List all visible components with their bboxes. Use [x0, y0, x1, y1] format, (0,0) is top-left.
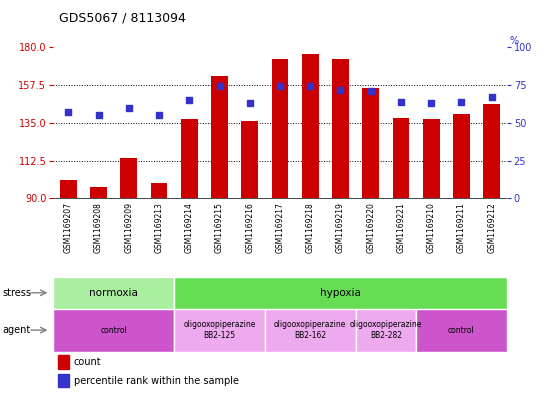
Text: hypoxia: hypoxia [320, 288, 361, 298]
Text: oligooxopiperazine
BB2-125: oligooxopiperazine BB2-125 [183, 320, 256, 340]
Point [155, 112, 164, 118]
Point [245, 100, 254, 106]
Text: GSM1169218: GSM1169218 [306, 202, 315, 253]
Bar [453, 114, 470, 198]
Text: GSM1169217: GSM1169217 [276, 202, 284, 253]
Text: agent: agent [3, 325, 31, 335]
Bar [332, 59, 349, 198]
Bar [60, 180, 77, 198]
Text: count: count [73, 357, 101, 367]
Point [487, 94, 496, 100]
Bar [393, 118, 409, 198]
Text: control: control [100, 326, 127, 334]
Point [124, 105, 133, 111]
Text: oligooxopiperazine
BB2-282: oligooxopiperazine BB2-282 [349, 320, 422, 340]
Text: stress: stress [3, 288, 32, 298]
Bar [423, 119, 440, 198]
Text: GSM1169210: GSM1169210 [427, 202, 436, 253]
Text: %: % [509, 36, 518, 46]
Text: GSM1169220: GSM1169220 [366, 202, 375, 253]
Text: normoxia: normoxia [89, 288, 138, 298]
Text: GSM1169213: GSM1169213 [155, 202, 164, 253]
Text: GSM1169214: GSM1169214 [185, 202, 194, 253]
Bar [151, 183, 167, 198]
Bar [53, 309, 174, 352]
Bar [211, 76, 228, 198]
Bar [120, 158, 137, 198]
Point [215, 83, 224, 90]
Bar [483, 104, 500, 198]
Bar [416, 309, 507, 352]
Text: GSM1169208: GSM1169208 [94, 202, 103, 253]
Point [427, 100, 436, 106]
Text: control: control [448, 326, 475, 334]
Text: GSM1169212: GSM1169212 [487, 202, 496, 253]
Bar [362, 88, 379, 198]
Bar [181, 119, 198, 198]
Text: GSM1169219: GSM1169219 [336, 202, 345, 253]
Point [306, 83, 315, 90]
Text: GSM1169211: GSM1169211 [457, 202, 466, 253]
Point [185, 97, 194, 103]
Bar [241, 121, 258, 198]
Text: percentile rank within the sample: percentile rank within the sample [73, 376, 239, 386]
Bar [356, 309, 416, 352]
Point [366, 88, 375, 94]
Bar [174, 277, 507, 309]
Bar [53, 277, 174, 309]
Text: GSM1169209: GSM1169209 [124, 202, 133, 253]
Bar [302, 54, 319, 198]
Text: GDS5067 / 8113094: GDS5067 / 8113094 [59, 12, 186, 25]
Point [94, 112, 103, 118]
Text: oligooxopiperazine
BB2-162: oligooxopiperazine BB2-162 [274, 320, 347, 340]
Point [336, 86, 345, 93]
Text: GSM1169215: GSM1169215 [215, 202, 224, 253]
Text: GSM1169207: GSM1169207 [64, 202, 73, 253]
Bar [272, 59, 288, 198]
Bar [90, 187, 107, 198]
Point [396, 99, 405, 105]
Bar [265, 309, 356, 352]
Point [276, 83, 284, 90]
Text: GSM1169221: GSM1169221 [396, 202, 405, 253]
Bar [58, 374, 69, 387]
Point [457, 99, 466, 105]
Bar [58, 355, 69, 369]
Text: GSM1169216: GSM1169216 [245, 202, 254, 253]
Bar [174, 309, 265, 352]
Point [64, 109, 73, 116]
